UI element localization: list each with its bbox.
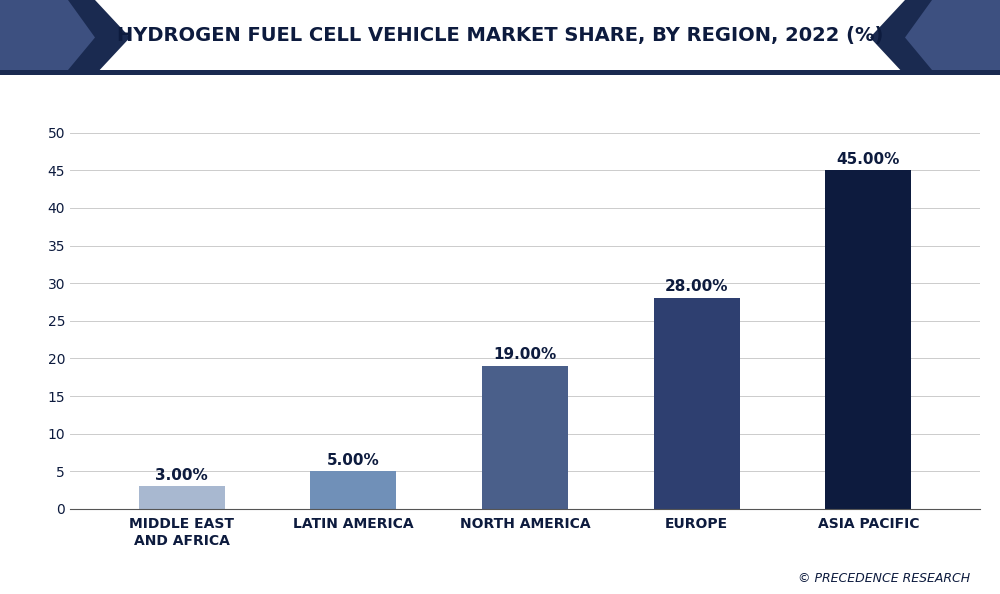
Polygon shape [870, 0, 1000, 75]
Bar [0, 70, 1000, 75]
Bar [825, 170, 911, 509]
Polygon shape [905, 0, 1000, 70]
Text: HYDROGEN FUEL CELL VEHICLE MARKET SHARE, BY REGION, 2022 (%): HYDROGEN FUEL CELL VEHICLE MARKET SHARE,… [117, 26, 883, 45]
Bar [654, 298, 740, 509]
Polygon shape [0, 0, 130, 75]
Text: 19.00%: 19.00% [493, 347, 557, 362]
Text: 3.00%: 3.00% [155, 467, 208, 483]
Text: 28.00%: 28.00% [665, 279, 728, 295]
Bar [310, 472, 396, 509]
Polygon shape [0, 0, 95, 70]
Text: 45.00%: 45.00% [837, 151, 900, 166]
Text: © PRECEDENCE RESEARCH: © PRECEDENCE RESEARCH [798, 572, 970, 585]
Text: 5.00%: 5.00% [327, 453, 380, 467]
Bar [482, 366, 568, 509]
Bar [139, 486, 225, 509]
